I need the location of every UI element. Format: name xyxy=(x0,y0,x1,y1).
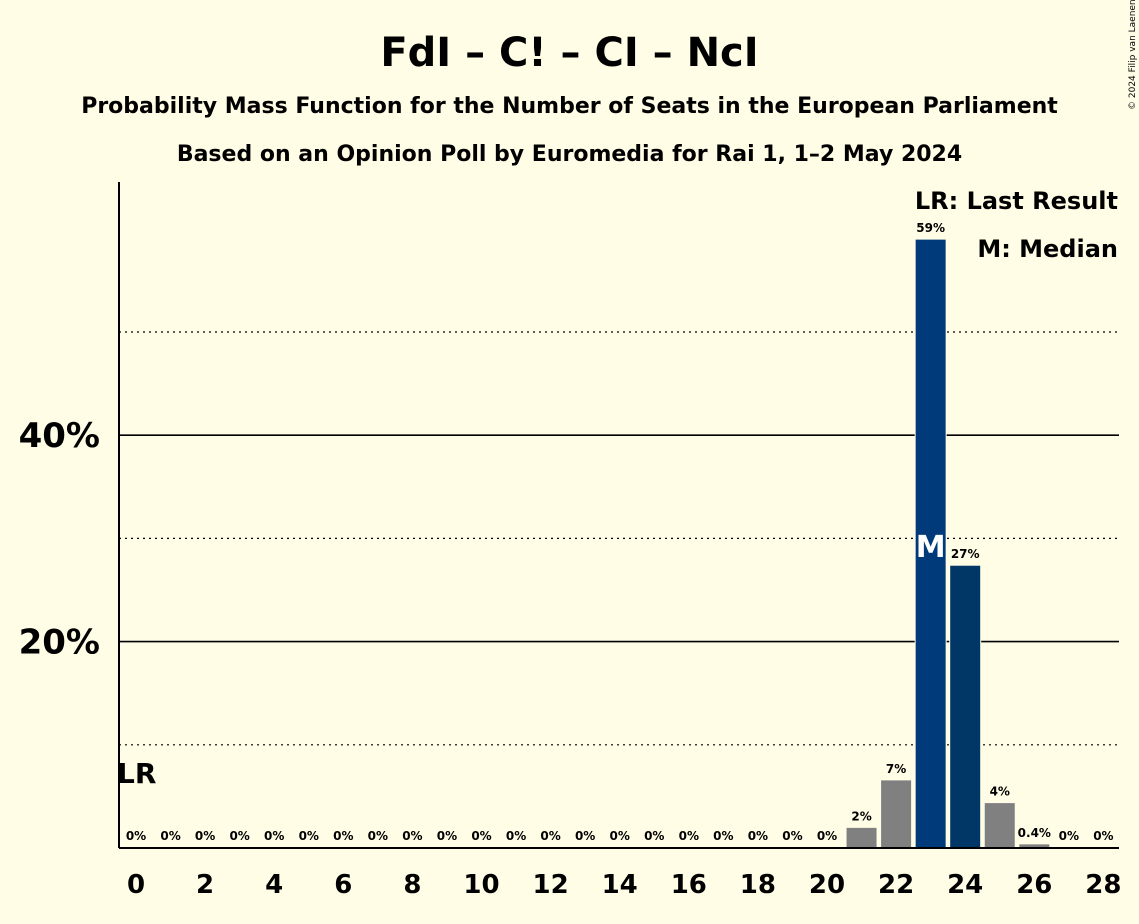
bar-value-label: 0% xyxy=(333,829,353,843)
x-axis-ticks: 0 2 4 6 8 10 12 14 16 18 20 22 24 26 28 xyxy=(127,870,1122,900)
bar-value-label: 0% xyxy=(713,829,733,843)
x-tick-label: 20 xyxy=(809,870,845,900)
bar-value-label: 0% xyxy=(1059,829,1079,843)
bar-value-label: 0% xyxy=(437,829,457,843)
bar-value-label: 0% xyxy=(782,829,802,843)
x-tick-label: 28 xyxy=(1085,870,1121,900)
x-tick-label: 18 xyxy=(740,870,776,900)
bar-seat-25 xyxy=(983,802,1016,849)
x-tick-label: 10 xyxy=(463,870,499,900)
bar-value-label: 0% xyxy=(575,829,595,843)
x-tick-label: 12 xyxy=(533,870,569,900)
bar-value-label: 0% xyxy=(817,829,837,843)
x-tick-label: 4 xyxy=(265,870,283,900)
bar-value-label: 0% xyxy=(1093,829,1113,843)
bar-value-labels: 0% 0% 0% 0% 0% 0% 0% 0% 0% 0% 0% 0% 0% 0% 0% 0% 0% 0% 0% 0%… xyxy=(126,221,1114,843)
bar-value-label: 4% xyxy=(990,785,1010,799)
y-tick-label: 20% xyxy=(19,623,100,663)
chart-subtitle: Probability Mass Function for the Number… xyxy=(81,94,1058,119)
bar-value-label: 0% xyxy=(644,829,664,843)
bar-value-label: 0% xyxy=(610,829,630,843)
x-tick-label: 6 xyxy=(334,870,352,900)
chart-title: FdI – C! – CI – NcI xyxy=(380,30,758,76)
y-axis-ticks: 20% 40% xyxy=(19,416,100,662)
bar-value-label: 0.4% xyxy=(1018,826,1051,840)
bar-seat-24 xyxy=(949,564,982,849)
x-tick-label: 2 xyxy=(196,870,214,900)
median-marker: M xyxy=(916,530,946,565)
x-tick-label: 0 xyxy=(127,870,145,900)
legend-last-result: LR: Last Result xyxy=(915,187,1118,215)
bar-value-label: 0% xyxy=(160,829,180,843)
bar-value-label: 0% xyxy=(195,829,215,843)
y-tick-label: 40% xyxy=(19,416,100,456)
bar-value-label: 0% xyxy=(540,829,560,843)
x-tick-label: 26 xyxy=(1016,870,1052,900)
bar-seat-23 xyxy=(914,238,947,849)
bar-value-label: 0% xyxy=(506,829,526,843)
bar-value-label: 0% xyxy=(679,829,699,843)
x-tick-label: 8 xyxy=(403,870,421,900)
bar-value-label: 2% xyxy=(851,809,871,823)
bar-value-label: 0% xyxy=(264,829,284,843)
bar-value-label: 0% xyxy=(368,829,388,843)
bar-value-label: 0% xyxy=(748,829,768,843)
bar-value-label: 0% xyxy=(402,829,422,843)
legend-median: M: Median xyxy=(977,235,1118,263)
copyright-notice: © 2024 Filip van Laenen xyxy=(1128,0,1138,110)
bar-value-label: 59% xyxy=(916,221,945,235)
last-result-marker: LR xyxy=(117,757,156,790)
x-tick-label: 14 xyxy=(602,870,638,900)
bar-value-label: 0% xyxy=(299,829,319,843)
bar-value-label: 7% xyxy=(886,762,906,776)
x-tick-label: 22 xyxy=(878,870,914,900)
bar-value-label: 0% xyxy=(126,829,146,843)
bar-value-label: 0% xyxy=(471,829,491,843)
x-tick-label: 24 xyxy=(947,870,983,900)
bar-value-label: 0% xyxy=(229,829,249,843)
x-tick-label: 16 xyxy=(671,870,707,900)
bar-value-label: 27% xyxy=(951,547,980,561)
bar-seat-21 xyxy=(845,826,878,849)
bars xyxy=(845,238,1051,849)
chart-subtitle-poll: Based on an Opinion Poll by Euromedia fo… xyxy=(177,142,962,167)
bar-seat-22 xyxy=(880,779,913,849)
